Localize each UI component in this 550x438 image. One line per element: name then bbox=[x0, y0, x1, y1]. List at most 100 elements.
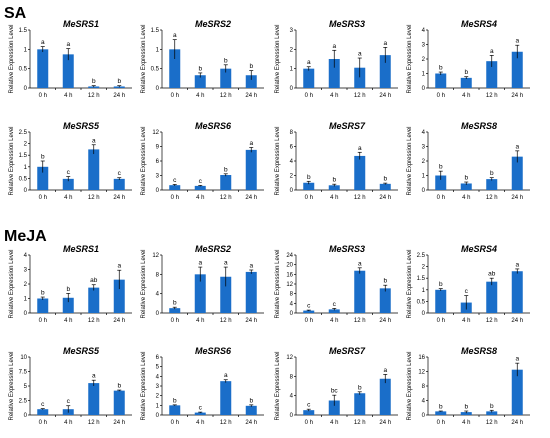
y-tick-label: 2 bbox=[422, 265, 426, 271]
bar bbox=[379, 288, 391, 313]
significance-letter: b bbox=[92, 78, 96, 85]
bar bbox=[354, 270, 366, 313]
y-tick-label: 0 bbox=[290, 413, 294, 419]
chart-panel: MeSRS2 Relative Expression Level 0 4 8 12 b 0 h… bbox=[141, 244, 264, 324]
y-tick-label: 8 bbox=[422, 384, 426, 390]
x-tick-label: 0 h bbox=[437, 318, 445, 324]
chart-title: MeSRS5 bbox=[63, 121, 100, 131]
chart-panel: MeSRS8 Relative Expression Level 0 1 2 3 4 b 0 h… bbox=[407, 121, 530, 201]
x-tick-label: 12 h bbox=[88, 93, 100, 99]
x-tick-label: 12 h bbox=[354, 318, 366, 324]
chart-panel: MeSRS6 Relative Expression Level 0 3 6 9 12 c 0 … bbox=[141, 121, 264, 201]
bar bbox=[194, 412, 206, 415]
bar bbox=[169, 308, 181, 313]
significance-letter: a bbox=[249, 140, 253, 147]
x-tick-label: 24 h bbox=[511, 318, 523, 324]
significance-letter: c bbox=[41, 401, 45, 408]
y-tick-label: 1.5 bbox=[151, 28, 160, 34]
y-axis-label: Relative Expression Level bbox=[275, 126, 281, 195]
y-axis-label: Relative Expression Level bbox=[9, 24, 15, 93]
x-tick-label: 24 h bbox=[511, 420, 523, 426]
y-axis-label: Relative Expression Level bbox=[9, 351, 15, 420]
x-tick-label: 12 h bbox=[88, 318, 100, 324]
y-tick-label: 12 bbox=[286, 282, 293, 288]
y-axis-label: Relative Expression Level bbox=[141, 126, 147, 195]
significance-letter: a bbox=[358, 145, 362, 152]
y-tick-label: 0 bbox=[422, 86, 426, 92]
x-tick-label: 0 h bbox=[305, 195, 313, 201]
significance-letter: bc bbox=[331, 388, 339, 395]
bar bbox=[37, 409, 49, 415]
significance-letter: a bbox=[515, 143, 519, 150]
y-tick-label: 0.5 bbox=[19, 176, 28, 182]
chart-title: MeSRS2 bbox=[195, 244, 231, 254]
bar bbox=[486, 179, 498, 190]
x-tick-label: 4 h bbox=[462, 318, 470, 324]
significance-letter: b bbox=[464, 175, 468, 182]
bar bbox=[486, 411, 498, 415]
x-tick-label: 4 h bbox=[462, 420, 470, 426]
chart-panel: MeSRS5 Relative Expression Level 0 2.5 5 7.5 1… bbox=[9, 346, 132, 426]
x-tick-label: 12 h bbox=[88, 420, 100, 426]
bar bbox=[511, 51, 523, 88]
x-tick-label: 0 h bbox=[171, 195, 179, 201]
x-tick-label: 12 h bbox=[88, 195, 100, 201]
x-tick-label: 4 h bbox=[462, 93, 470, 99]
y-tick-label: 1 bbox=[156, 403, 160, 409]
y-tick-label: 0.5 bbox=[19, 67, 28, 73]
significance-letter: a bbox=[515, 261, 519, 268]
chart-title: MeSRS8 bbox=[461, 121, 497, 131]
x-tick-label: 0 h bbox=[39, 420, 47, 426]
y-tick-label: 2.5 bbox=[417, 253, 426, 259]
y-tick-label: 2.5 bbox=[19, 399, 28, 405]
y-axis-label: Relative Expression Level bbox=[275, 351, 281, 420]
bar bbox=[220, 381, 232, 415]
x-tick-label: 24 h bbox=[245, 195, 257, 201]
y-tick-label: 12 bbox=[152, 130, 159, 136]
x-tick-label: 24 h bbox=[113, 195, 125, 201]
chart-panel: MeSRS4 Relative Expression Level 0 0.5 1 1.5 2… bbox=[407, 244, 530, 324]
bar bbox=[511, 369, 523, 415]
y-tick-label: 12 bbox=[152, 253, 159, 259]
chart-panel: MeSRS7 Relative Expression Level 0 2 4 6 8 b 0 h… bbox=[275, 121, 398, 201]
bar bbox=[88, 149, 100, 190]
x-tick-label: 12 h bbox=[486, 93, 498, 99]
bar bbox=[511, 156, 523, 190]
significance-letter: a bbox=[92, 137, 96, 144]
significance-letter: b bbox=[41, 290, 45, 297]
chart-title: MeSRS4 bbox=[461, 19, 497, 29]
bar bbox=[379, 183, 391, 190]
x-tick-label: 4 h bbox=[196, 195, 204, 201]
bar bbox=[511, 271, 523, 313]
y-tick-label: 2 bbox=[24, 282, 28, 288]
y-tick-label: 8 bbox=[290, 292, 294, 298]
bar bbox=[62, 54, 74, 88]
x-tick-label: 0 h bbox=[39, 195, 47, 201]
y-tick-label: 0 bbox=[422, 311, 426, 317]
significance-letter: a bbox=[515, 356, 519, 363]
bar bbox=[113, 279, 125, 313]
significance-letter: c bbox=[67, 398, 71, 405]
significance-letter: a bbox=[92, 373, 96, 380]
bar bbox=[113, 178, 125, 190]
significance-letter: b bbox=[117, 383, 121, 390]
y-tick-label: 20 bbox=[286, 263, 293, 269]
y-axis-label: Relative Expression Level bbox=[275, 24, 281, 93]
y-tick-label: 0 bbox=[422, 188, 426, 194]
significance-letter: b bbox=[224, 57, 228, 64]
y-tick-label: 1 bbox=[422, 72, 426, 78]
significance-letter: b bbox=[383, 278, 387, 285]
y-tick-label: 6 bbox=[156, 355, 160, 361]
bar bbox=[486, 281, 498, 313]
section-label-meja: MeJA bbox=[4, 228, 47, 245]
bar bbox=[328, 400, 340, 415]
x-tick-label: 4 h bbox=[330, 195, 338, 201]
x-tick-label: 24 h bbox=[113, 318, 125, 324]
bar bbox=[328, 185, 340, 190]
y-tick-label: 4 bbox=[290, 159, 294, 165]
y-tick-label: 1 bbox=[290, 67, 294, 73]
x-tick-label: 4 h bbox=[330, 318, 338, 324]
chart-panel: MeSRS3 Relative Expression Level 0 4 8 12 16 20… bbox=[275, 244, 398, 324]
y-tick-label: 12 bbox=[418, 370, 425, 376]
bar bbox=[37, 49, 49, 88]
